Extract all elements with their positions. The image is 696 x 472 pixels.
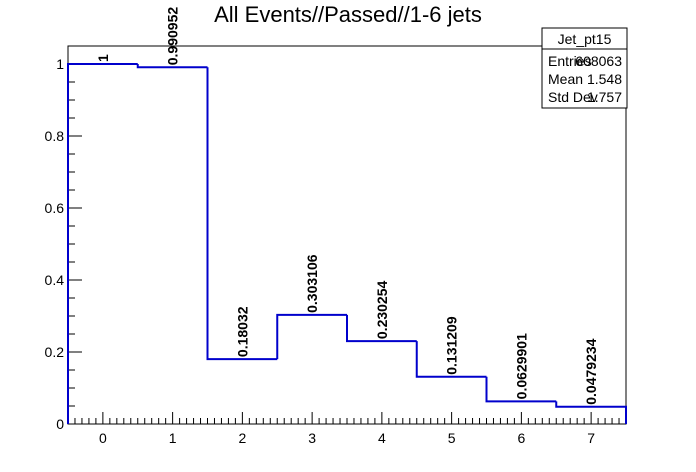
stats-entries-value: 608063 [575, 53, 622, 69]
bin-value-label: 0.131209 [444, 316, 460, 375]
histogram-bin [67, 63, 138, 424]
x-tick-label: 1 [169, 430, 177, 446]
axis-ticks [67, 45, 627, 425]
stats-entries-label: Entries [548, 53, 592, 69]
x-tick-labels: 0 1 2 3 4 5 6 7 [99, 430, 595, 446]
x-tick-label: 5 [448, 430, 456, 446]
bin-value-label: 0.18032 [234, 306, 250, 357]
chart-title: All Events//Passed//1-6 jets [214, 2, 482, 27]
stats-mean-value: 1.548 [587, 71, 622, 87]
x-tick-label: 4 [378, 430, 386, 446]
bin-value-label: 0.0629901 [513, 333, 529, 399]
histogram-bin [415, 341, 487, 378]
y-tick-labels: 0 0.2 0.4 0.6 0.8 1 [45, 56, 65, 432]
y-tick-label: 0.6 [45, 200, 65, 216]
x-tick-label: 7 [587, 430, 595, 446]
x-tick-label: 6 [517, 430, 525, 446]
stats-stddev-label: Std Dev [548, 89, 598, 105]
stats-box-frame [541, 27, 628, 109]
histogram-steps [67, 63, 627, 424]
x-tick-label: 0 [99, 430, 107, 446]
stats-box-title: Jet_pt15 [558, 31, 612, 47]
stats-box: Jet_pt15 Entries 608063 Mean 1.548 Std D… [541, 27, 628, 109]
y-tick-label: 0.4 [45, 272, 65, 288]
stats-mean-label: Mean [548, 71, 583, 87]
bin-value-label: 1 [95, 54, 111, 62]
histogram-bin [555, 401, 627, 424]
histogram-bin [276, 313, 347, 360]
histogram-bin [485, 376, 557, 403]
stats-stddev-value: 1.757 [587, 89, 622, 105]
y-tick-label: 0 [56, 416, 64, 432]
y-tick-label: 0.8 [45, 128, 65, 144]
bin-value-label: 0.0479234 [583, 338, 599, 404]
histogram-bin [206, 67, 278, 361]
bin-value-label: 0.990952 [165, 7, 181, 66]
y-tick-label: 0.2 [45, 344, 65, 360]
histogram-bin [136, 64, 208, 69]
histogram-bin [346, 314, 417, 343]
bin-value-label: 0.303106 [304, 254, 320, 313]
x-tick-label: 2 [238, 430, 246, 446]
x-tick-label: 3 [308, 430, 316, 446]
data-labels: 1 0.990952 0.18032 0.303106 0.230254 0.131209… [95, 7, 599, 405]
y-tick-label: 1 [56, 56, 64, 72]
bin-value-label: 0.230254 [374, 281, 390, 340]
